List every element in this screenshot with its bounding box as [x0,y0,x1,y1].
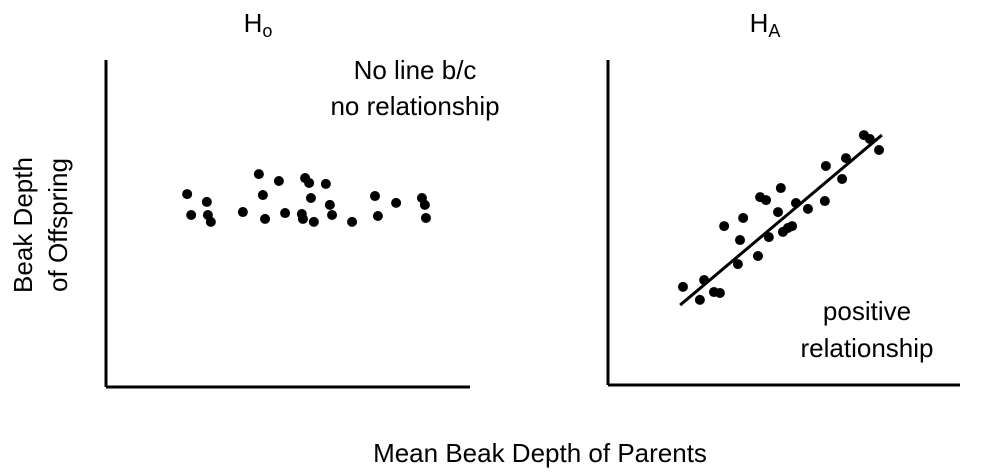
data-point [260,213,271,224]
data-point [369,191,380,202]
panel-title-main: H [244,8,263,38]
data-point [773,207,784,218]
data-point [699,275,710,286]
data-point [719,221,730,232]
data-point [280,208,291,219]
data-point [732,259,743,270]
data-point [874,145,885,156]
data-point [320,178,331,189]
panel-title: HA [750,8,781,41]
data-point [201,196,212,207]
data-point [304,177,315,188]
data-point [790,198,801,208]
panel-title-subscript: A [768,21,780,41]
panel-title: Ho [244,8,273,41]
data-point [820,160,831,171]
data-point [837,173,848,184]
data-point [305,192,316,203]
data-point [787,221,798,232]
data-point [273,175,284,186]
data-point [391,197,402,208]
data-point [347,216,358,227]
x-axis-label: Mean Beak Depth of Parents [373,438,707,468]
data-point [714,288,725,299]
data-point [297,213,308,224]
annotation: positive [823,296,911,326]
y-axis-label: Beak Depth [8,157,38,293]
panel-title-main: H [750,8,769,38]
data-point [840,153,851,164]
data-point [182,189,193,200]
data-point [735,235,745,246]
data-point [419,199,430,210]
data-point [761,195,772,206]
data-point [738,212,749,223]
y-axis-label: of Offspring [43,158,73,292]
data-point [186,209,197,220]
data-point [864,133,875,144]
data-point [763,232,774,243]
data-point [237,207,248,218]
data-point [819,196,830,207]
panel-title-subscript: o [262,21,272,41]
data-point [677,281,688,292]
annotation: relationship [801,333,934,363]
annotation: No line b/c [354,55,477,85]
annotation: no relationship [330,91,499,121]
data-point [327,209,338,220]
data-point [253,169,264,180]
data-point [752,250,763,261]
data-point [308,216,319,227]
data-point [775,183,786,194]
data-point [802,203,813,214]
data-point [372,210,383,221]
data-point [205,216,216,227]
fit-line [679,133,883,307]
data-point [257,190,268,201]
data-point [420,212,431,223]
data-point [324,199,335,210]
data-point [694,294,705,305]
